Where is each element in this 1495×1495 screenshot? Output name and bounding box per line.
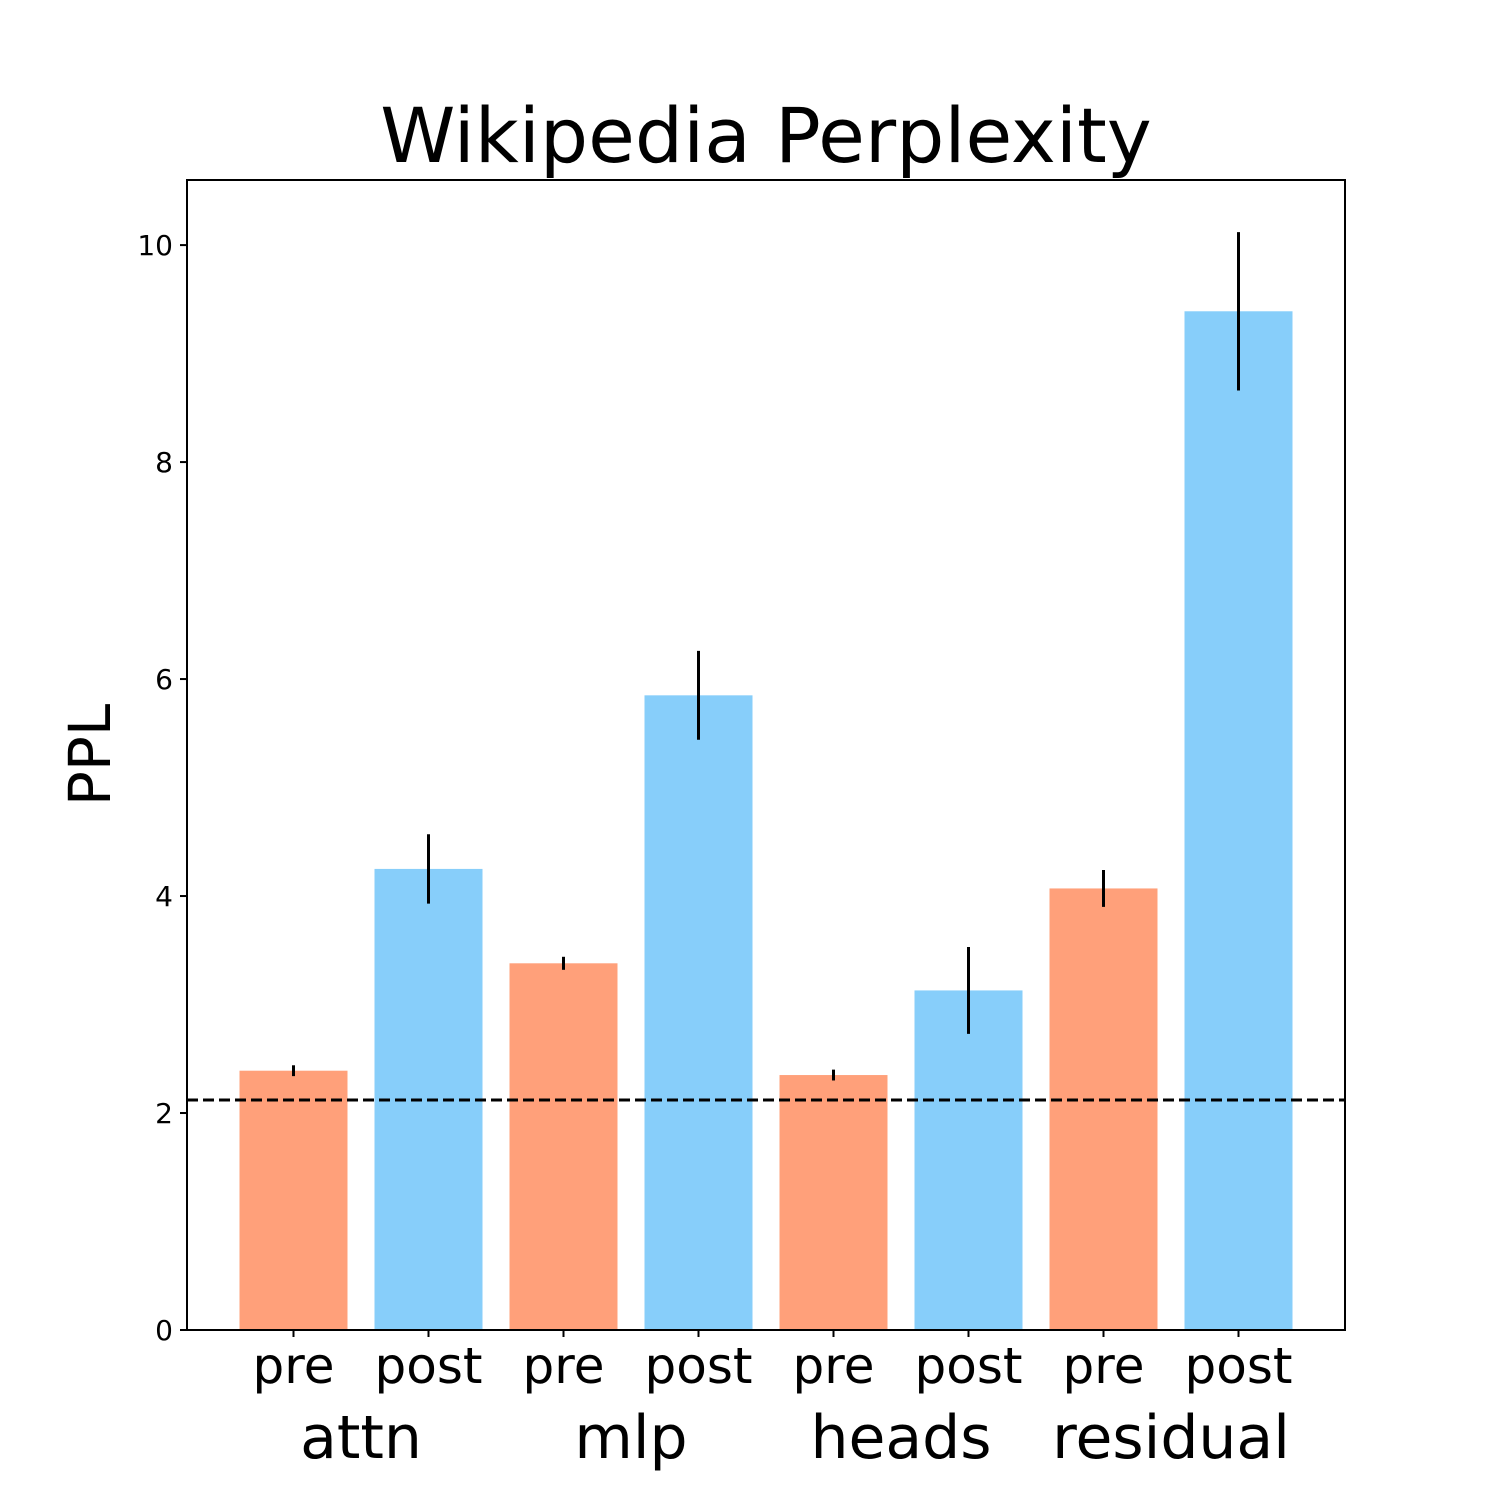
x-tick-label: pre xyxy=(1063,1337,1145,1395)
bar-pre-residual xyxy=(1049,888,1158,1330)
y-tick-label: 4 xyxy=(155,880,173,913)
x-tick-label: pre xyxy=(523,1337,605,1395)
x-tick-label: post xyxy=(915,1337,1023,1395)
y-tick-label: 8 xyxy=(155,446,173,479)
bar-pre-mlp xyxy=(509,963,618,1330)
y-tick-label: 2 xyxy=(155,1097,173,1130)
y-ticks-layer: 0 2 4 6 8 10 xyxy=(137,229,187,1347)
plot-frame xyxy=(186,179,1346,1331)
bar-pre-attn xyxy=(239,1070,348,1330)
x-tick-label: pre xyxy=(253,1337,335,1395)
y-axis-label: PPL xyxy=(56,704,124,806)
error-bars-layer xyxy=(292,232,1240,1081)
y-tick-label: 6 xyxy=(155,663,173,696)
group-label-heads: heads xyxy=(810,1403,991,1473)
bar-pre-heads xyxy=(779,1075,888,1330)
x-tick-label: post xyxy=(375,1337,483,1395)
x-ticks-layer: pre post pre post pre post pre post xyxy=(253,1330,1293,1395)
bar-post-mlp xyxy=(644,695,753,1330)
x-tick-label: post xyxy=(645,1337,753,1395)
chart-title: Wikipedia Perplexity xyxy=(380,91,1152,180)
y-tick-label: 0 xyxy=(155,1314,173,1347)
x-tick-label: pre xyxy=(793,1337,875,1395)
bar-post-residual xyxy=(1184,311,1293,1331)
group-label-residual: residual xyxy=(1052,1403,1290,1473)
y-tick-label: 10 xyxy=(137,229,173,262)
group-label-attn: attn xyxy=(300,1403,422,1473)
group-label-mlp: mlp xyxy=(574,1403,687,1473)
x-tick-label: post xyxy=(1185,1337,1293,1395)
group-labels-layer: attn mlp heads residual xyxy=(300,1403,1290,1473)
bar-post-heads xyxy=(914,990,1023,1330)
bars-layer xyxy=(239,311,1293,1331)
